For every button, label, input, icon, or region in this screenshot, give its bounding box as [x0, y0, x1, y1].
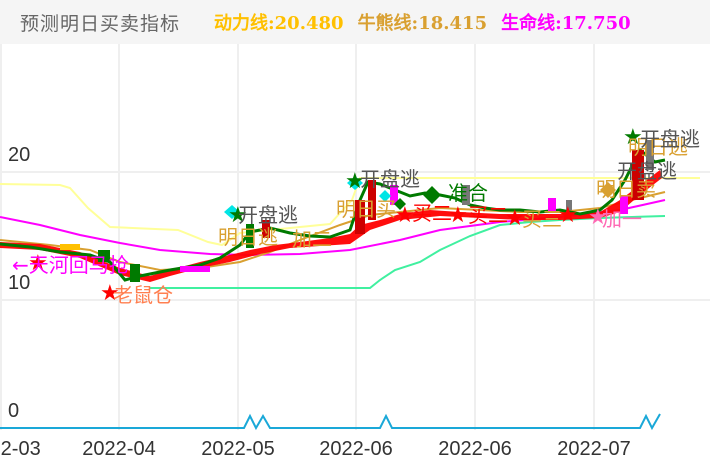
star-markers: ★ ★ ★ ★ ★ ★ ★ ★ ★ ★ — [28, 125, 643, 306]
y-label-10: 10 — [8, 272, 31, 294]
annotation-maier: 买二 — [412, 201, 452, 225]
legend-bull-bear-line: 牛熊线:18.415 — [357, 13, 488, 34]
gold-marker — [600, 182, 616, 198]
price-chart[interactable]: ★ ★ ★ ★ ★ ★ ★ ★ ★ ★ ←天河回马抢 老鼠仓 明日逃 开盘逃 加… — [0, 44, 710, 472]
y-label-0: 0 — [8, 400, 20, 422]
x-label-2: 2022-05 — [201, 438, 275, 460]
svg-text:★: ★ — [505, 206, 525, 231]
indicator-title: 预测明日买卖指标 — [20, 12, 181, 35]
svg-text:★: ★ — [345, 169, 365, 194]
annotation-kaipantao-4: 开盘逃 — [640, 127, 700, 151]
annotation-kaipantao-1: 开盘逃 — [238, 203, 298, 227]
annotation-mingrimai-2: 明日卖 — [596, 177, 656, 201]
y-label-20: 20 — [8, 144, 31, 166]
annotation-maisan: 买三 — [522, 207, 562, 231]
annotation-maier-2: 买二 — [468, 203, 508, 227]
annotations: ←天河回马抢 老鼠仓 明日逃 开盘逃 加二 开盘逃 明日买 买二 准合 买二 买… — [12, 127, 700, 307]
grid — [0, 44, 710, 430]
annotation-kaipantao-2: 开盘逃 — [360, 167, 420, 191]
legend-momentum-line: 动力线:20.480 — [214, 13, 344, 34]
cyan-markers — [224, 176, 391, 219]
x-label-1: 2022-04 — [82, 438, 156, 460]
svg-text:★: ★ — [623, 125, 643, 150]
annotation-jiaer: 加二 — [292, 227, 332, 251]
annotation-mingritao-1: 明日逃 — [218, 225, 278, 249]
legend-life-line: 生命线:17.750 — [501, 13, 631, 34]
x-label-3: 2022-06 — [319, 438, 393, 460]
chart-header: 预测明日买卖指标 动力线:20.480 牛熊线:18.415 生命线:17.75… — [0, 0, 710, 44]
bull-bear-line — [0, 191, 666, 272]
annotation-tianhe: ←天河回马抢 — [12, 253, 129, 277]
svg-text:★: ★ — [588, 205, 608, 230]
annotation-zhunhe: 准合 — [448, 181, 488, 205]
annotation-jiayi: 加一 — [602, 207, 642, 231]
candles — [60, 140, 654, 282]
upper-band-line — [0, 177, 700, 247]
annotation-mingritao-2: 明日逃 — [628, 135, 688, 159]
svg-text:★: ★ — [100, 281, 120, 306]
svg-text:★: ★ — [395, 203, 415, 228]
x-label-0: 2022-03 — [0, 438, 41, 460]
annotation-kaipantao-3: 开盘逃 — [617, 159, 677, 183]
x-label-4: 2022-06 — [438, 438, 512, 460]
signal-line — [0, 413, 661, 431]
green-markers — [394, 186, 441, 210]
svg-text:★: ★ — [448, 203, 468, 228]
svg-text:★: ★ — [228, 203, 248, 228]
annotation-mingrimai: 明日买 — [336, 197, 396, 221]
svg-text:★: ★ — [558, 203, 578, 228]
x-label-5: 2022-07 — [557, 438, 631, 460]
annotation-laoshucang: 老鼠仓 — [113, 283, 173, 307]
lower-band-line — [150, 215, 666, 289]
svg-text:★: ★ — [28, 251, 48, 276]
